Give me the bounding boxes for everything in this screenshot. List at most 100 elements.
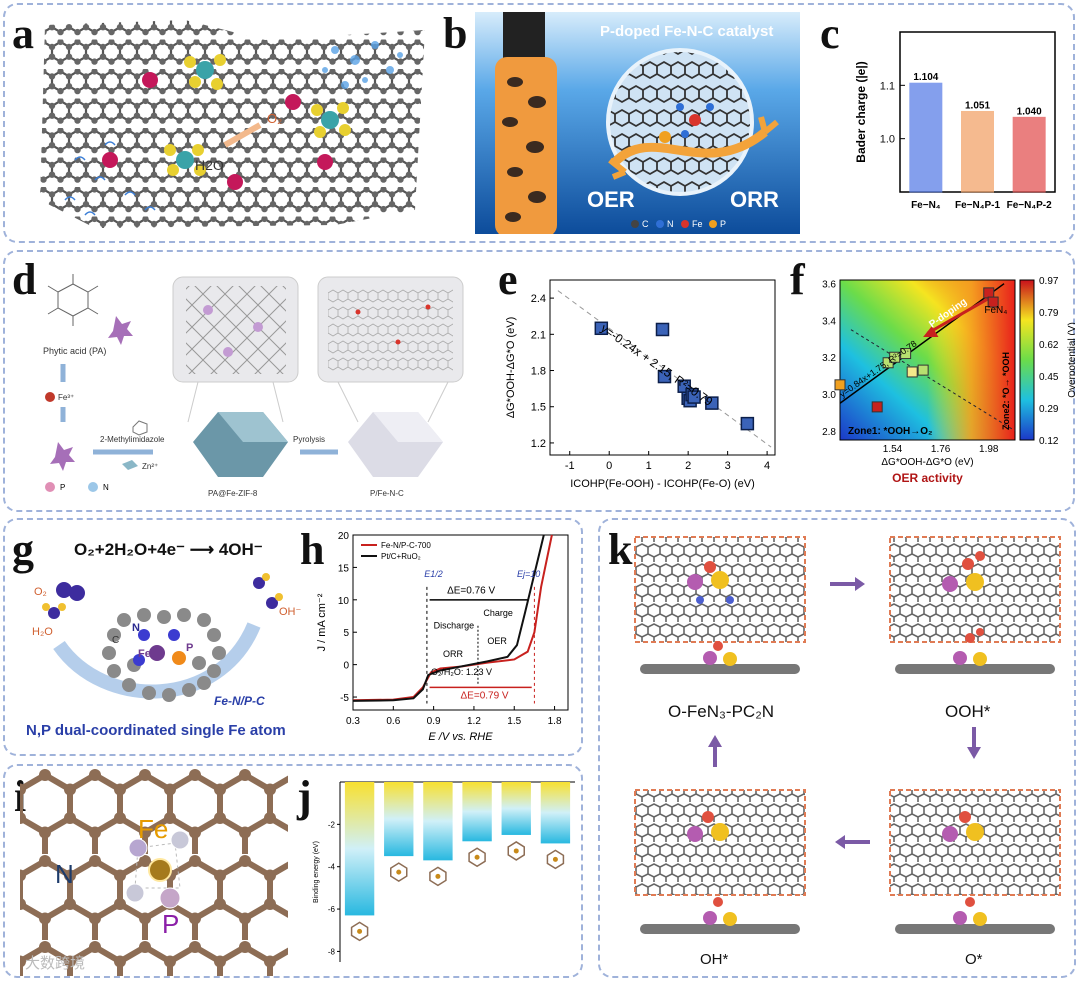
y-tick-label: 2.4 [531,293,546,305]
label-f: f [790,255,805,304]
oer-label: OER [487,636,507,646]
y-axis-label: J / mA cm⁻² [316,593,328,651]
x-tick-label: Fe−N₄ [911,200,941,211]
chart-f-heatmap: 1.54 1.76 1.982.83.03.23.43.6P-doping FeN₄y… [822,276,1075,485]
y-tick-label: 2.1 [531,329,546,341]
label-k: k [608,525,633,574]
plot-frame [352,534,569,711]
label-d: d [12,255,37,304]
x-tick-label: Fe−N₄P-1 [955,200,1000,211]
bar [540,782,571,844]
data-point [983,287,995,299]
y-tick-label: 0 [343,661,349,672]
p-atom [227,174,243,190]
svg-text:OH⁻: OH⁻ [279,606,302,618]
y-tick-label: 15 [338,563,350,574]
label-g: g [12,525,34,574]
panel-d-synthesis-scheme: Phytic acid (PA) Fe³⁺ P N 2-Methylimidaz… [43,274,464,498]
data-point [871,401,883,413]
zone2-label: Zone2: *O→ *OOH [1001,352,1011,430]
svg-text:N: N [103,483,109,492]
y-tick-label: 20 [338,531,350,542]
colorbar [1019,279,1035,441]
data-point [594,321,609,336]
panel-b-illustration: P-doped Fe-N-C catalyst OER ORR C N Fe P [475,12,800,234]
legend-label: Pt/C+RuO₂ [381,552,421,561]
svg-text:P-doped Fe-N-C catalyst: P-doped Fe-N-C catalyst [600,23,773,40]
x-tick-label: 0.6 [386,716,400,727]
svg-text:Fe: Fe [138,648,151,660]
data-point [987,296,999,308]
pdoping-arrow-head [923,325,939,338]
svg-text:C: C [112,635,119,646]
panel-k-mechanism: O-FeN₃-PC₂N OOH* OH* O* [634,536,1061,968]
svg-text:O*: O* [965,951,983,968]
chart-j-binding-energy: -2 -4 -6 -8 Binding energy (eV) [313,781,575,962]
x-tick-label: 0.9 [427,716,441,727]
charge-label: Charge [483,608,513,618]
discharge-label: Discharge [434,620,475,630]
x-axis-label: ΔG*OOH-ΔG*O (eV) [881,457,973,468]
colorbar-tick: 0.12 [1039,436,1059,447]
fe-atom [396,869,402,875]
x-tick-label: 1.76 [931,444,951,455]
svg-text:P/Fe-N-C: P/Fe-N-C [370,489,404,498]
fen4-label: FeN₄ [984,305,1007,316]
fe-atom [513,848,519,854]
x-tick-label: 0 [606,460,612,472]
ej10-label: Ej=10 [517,569,540,579]
bar [909,82,943,193]
svg-text:C: C [642,219,649,229]
bar-value-label: 1.040 [1017,106,1042,117]
bar [1012,116,1046,193]
bar-value-label: 1.051 [965,100,990,111]
structure-icon [507,841,525,861]
fit-line [557,290,772,448]
svg-text:2-Methylimidazole: 2-Methylimidazole [100,435,165,444]
o2h2o-label: O₂/H₂O: 1.23 V [431,667,492,677]
svg-text:ORR: ORR [730,187,779,212]
data-point [655,322,670,337]
x-tick-label: 2 [685,460,691,472]
y-tick-label: 1.8 [531,366,546,378]
svg-text:Fe: Fe [692,219,703,229]
x-tick-label: 0.3 [346,716,360,727]
data-point [889,351,901,363]
y-tick-label: -5 [340,693,349,704]
plot-frame [549,279,776,456]
y-tick-label: -4 [328,863,336,872]
y-tick-label: 3.2 [822,353,836,364]
data-point [657,369,672,384]
de2-label: ΔE=0.79 V [461,690,509,701]
y-tick-label: -2 [328,820,336,829]
panel-g-h [3,518,583,756]
colorbar-tick: 0.45 [1039,372,1059,383]
x-tick-label: 1.2 [467,716,481,727]
data-point [687,390,701,404]
y-axis-label: ΔG*OOH-ΔG*O (eV) [505,317,517,418]
label-e: e [498,255,518,304]
data-point [834,379,846,391]
bar [501,782,531,835]
label-c: c [820,9,840,58]
label-a: a [12,9,34,58]
chart-e-scatter: -1 0 1 2 3 41.21.51.82.12.4y=-0.24x + 2.15, R… [505,279,776,490]
svg-text:O₂+2H₂O+4e⁻ ⟶ 4OH⁻: O₂+2H₂O+4e⁻ ⟶ 4OH⁻ [74,540,263,559]
series-line [352,534,545,702]
bar [423,782,453,861]
y-axis-label: Bader charge (|e|) [854,61,868,162]
structure-icon [390,862,408,883]
k-state-3 [634,789,806,934]
svg-text:P: P [720,219,726,229]
arrow-up-icon [708,735,722,767]
svg-text:OOH*: OOH* [945,702,991,721]
colorbar-tick: 0.79 [1039,308,1059,319]
label-j: j [297,772,312,821]
svg-text:大数跨境: 大数跨境 [25,954,85,972]
svg-text:Fe: Fe [138,814,168,844]
e12-label: E1/2 [424,569,443,579]
fe-atom [552,856,558,862]
svg-text:P: P [186,642,193,654]
y-tick-label: 1.2 [531,438,546,450]
y-tick-label: -8 [328,947,336,956]
